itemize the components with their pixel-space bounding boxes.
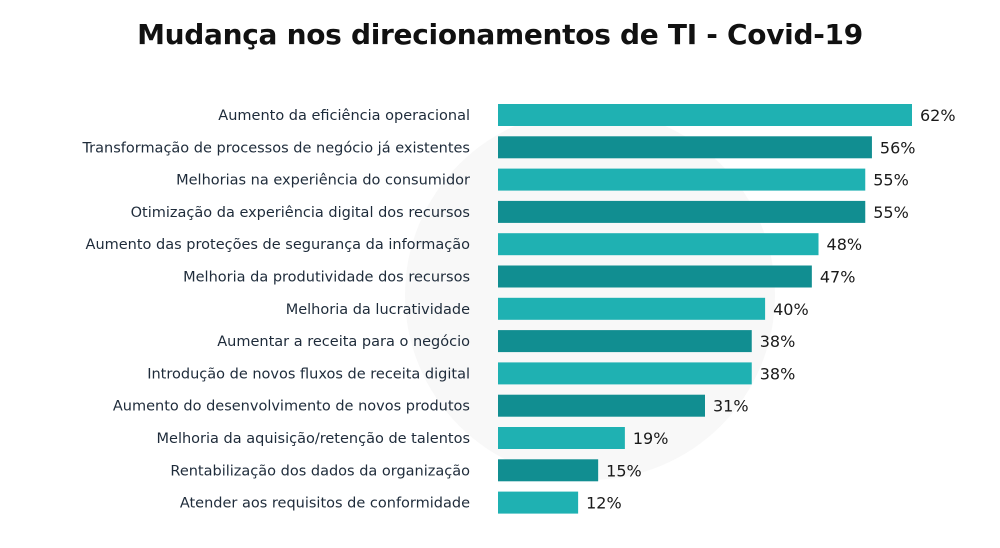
bar bbox=[498, 233, 819, 256]
bar bbox=[498, 427, 625, 449]
bar-row: Otimização da experiência digital dos re… bbox=[131, 200, 909, 223]
category-label: Otimização da experiência digital dos re… bbox=[131, 205, 470, 221]
bar-row: Aumento do desenvolvimento de novos prod… bbox=[113, 394, 749, 417]
value-label: 48% bbox=[827, 235, 863, 254]
bar-row: Aumento das proteções de segurança da in… bbox=[86, 233, 863, 256]
category-label: Aumento da eficiência operacional bbox=[218, 108, 470, 124]
value-label: 55% bbox=[873, 203, 909, 222]
value-label: 38% bbox=[760, 332, 796, 351]
bar-row: Transformação de processos de negócio já… bbox=[81, 136, 916, 159]
bar-row: Atender aos requisitos de conformidade 12… bbox=[180, 491, 622, 514]
category-label: Rentabilização dos dados da organização bbox=[170, 463, 470, 479]
bar bbox=[498, 200, 866, 223]
bar bbox=[498, 297, 766, 320]
value-label: 12% bbox=[586, 494, 622, 513]
chart-title: Mudança nos direcionamentos de TI - Covi… bbox=[137, 18, 863, 51]
category-label: Aumento das proteções de segurança da in… bbox=[86, 237, 471, 253]
category-label: Melhoria da produtividade dos recursos bbox=[183, 270, 470, 286]
category-label: Atender aos requisitos de conformidade bbox=[180, 496, 470, 512]
bar bbox=[498, 459, 599, 482]
value-label: 15% bbox=[606, 461, 642, 480]
bar-row: Rentabilização dos dados da organização 1… bbox=[170, 459, 642, 482]
value-label: 62% bbox=[920, 106, 956, 125]
bar bbox=[498, 330, 752, 353]
category-label: Transformação de processos de negócio já… bbox=[81, 140, 470, 156]
bar-row: Melhoria da produtividade dos recursos 47… bbox=[183, 265, 856, 288]
value-label: 40% bbox=[773, 300, 809, 319]
bar-row: Melhoria da aquisição/retenção de talent… bbox=[157, 427, 669, 449]
category-label: Melhoria da lucratividade bbox=[286, 302, 470, 318]
bar bbox=[498, 104, 912, 126]
bar-row: Melhorias na experiência do consumidor 55… bbox=[176, 168, 909, 191]
bar bbox=[498, 362, 752, 385]
bar bbox=[498, 491, 579, 514]
category-label: Aumento do desenvolvimento de novos prod… bbox=[113, 399, 470, 415]
bar-row: Aumento da eficiência operacional 62% bbox=[218, 104, 956, 126]
bar-row: Introdução de novos fluxos de receita di… bbox=[147, 362, 796, 385]
bar-row: Aumentar a receita para o negócio 38% bbox=[217, 330, 796, 353]
bar bbox=[498, 168, 866, 191]
bar-row: Melhoria da lucratividade 40% bbox=[286, 297, 809, 320]
value-label: 31% bbox=[713, 397, 749, 416]
value-label: 55% bbox=[873, 171, 909, 190]
value-label: 56% bbox=[880, 138, 916, 157]
category-label: Aumentar a receita para o negócio bbox=[217, 334, 470, 350]
category-label: Melhorias na experiência do consumidor bbox=[176, 173, 470, 189]
bar bbox=[498, 265, 812, 288]
category-label: Introdução de novos fluxos de receita di… bbox=[147, 366, 470, 382]
bar bbox=[498, 136, 872, 159]
value-label: 19% bbox=[633, 429, 669, 448]
category-label: Melhoria da aquisição/retenção de talent… bbox=[157, 431, 470, 447]
value-label: 38% bbox=[760, 364, 796, 383]
bar bbox=[498, 394, 705, 417]
value-label: 47% bbox=[820, 268, 856, 287]
